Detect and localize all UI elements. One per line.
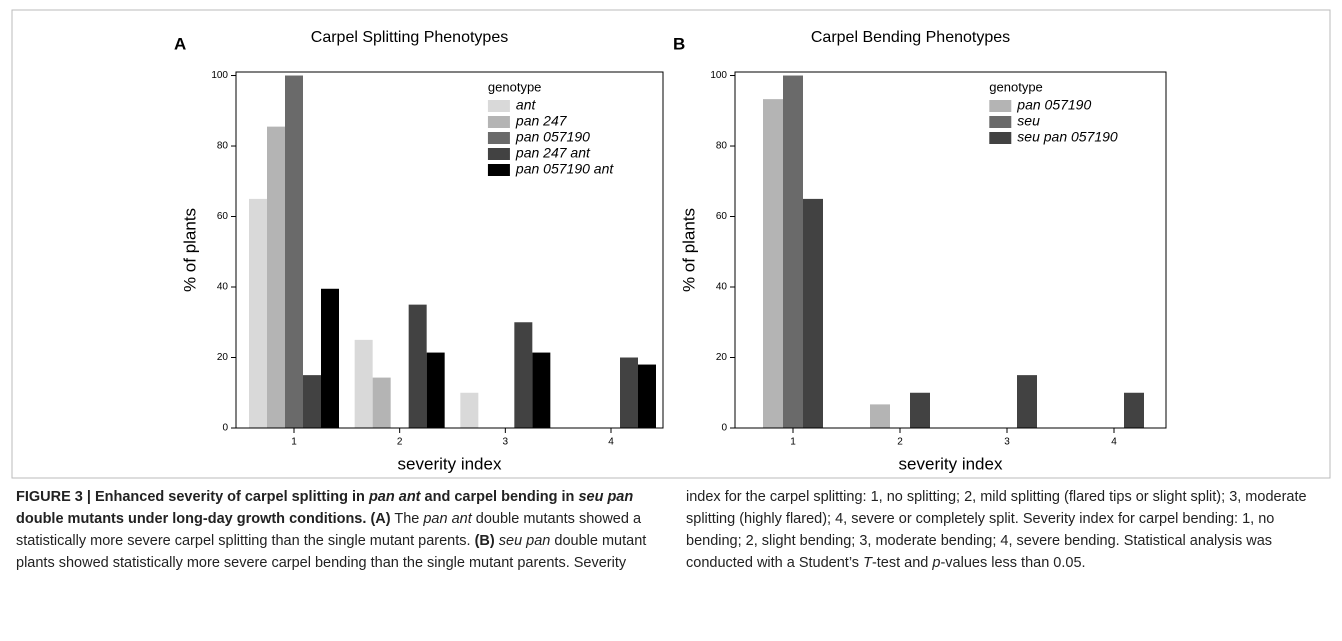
bar [638,364,656,428]
panel-label: B [673,34,685,53]
legend-swatch [487,164,510,176]
bar [514,322,533,428]
caption-run: double mutants under long-day growth con… [16,511,367,527]
legend-swatch [989,116,1012,128]
y-tick-label: 0 [222,423,228,434]
caption: FIGURE 3 | Enhanced severity of carpel s… [16,486,1328,574]
x-axis-label: severity index [899,454,1003,473]
legend-label: pan 057190 ant [515,161,614,177]
panel-label: A [174,34,186,53]
y-tick-label: 60 [716,211,728,222]
bar [372,377,391,428]
caption-run: -values less than 0.05. [940,555,1086,571]
chart-title: Carpel Splitting Phenotypes [311,29,508,46]
legend-swatch [989,100,1012,112]
x-axis-label: severity index [398,454,502,473]
legend-label: seu pan 057190 [1017,129,1118,145]
caption-run: -test and [871,555,933,571]
y-tick-label: 100 [211,70,228,81]
legend-label: pan 057190 [1016,97,1091,113]
y-tick-label: 80 [217,141,229,152]
legend-label: pan 247 [515,113,568,129]
legend-label: pan 057190 [515,129,590,145]
bar [1017,375,1037,428]
caption-run: double mutants showed a statistically mo… [16,511,642,549]
caption-run: (B) [474,533,495,549]
legend-swatch [989,132,1012,144]
bar [267,126,285,428]
bar [763,99,783,428]
plot-frame [734,71,1167,429]
x-tick-label: 3 [503,437,509,448]
legend-title: genotype [989,79,1043,94]
bar [532,352,551,428]
bar [321,288,339,428]
legend-title: genotype [488,79,542,94]
caption-run: (A) [370,511,391,527]
bar [870,404,890,428]
y-tick-label: 40 [217,282,229,293]
figure-frame [11,9,1331,479]
bar [303,375,321,428]
legend-swatch [487,116,510,128]
caption-run: and carpel bending in [420,489,579,505]
bar [783,75,803,428]
y-tick-label: 40 [716,282,728,293]
x-tick-label: 2 [897,437,903,448]
bar [285,75,303,428]
bar [426,352,445,428]
legend-label: seu [1017,113,1040,129]
bar [249,198,267,428]
y-tick-label: 100 [710,70,727,81]
legend-swatch [487,132,510,144]
bar [910,392,930,428]
caption-run: seu pan [498,533,551,549]
bar [620,357,638,428]
y-tick-label: 20 [716,352,728,363]
y-axis-label: % of plants [679,208,698,292]
y-axis-label: % of plants [180,208,199,292]
caption-run: T [863,555,872,571]
x-tick-label: 2 [397,437,403,448]
x-tick-label: 4 [608,437,614,448]
caption-run: The [390,511,424,527]
caption-run: pan ant [423,511,472,527]
legend-label: ant [516,97,537,113]
bar [408,304,427,428]
caption-run: seu pan [578,489,634,505]
bar [354,339,373,428]
caption-run: double mutant plants showed statisticall… [16,489,1307,571]
x-tick-label: 1 [291,437,297,448]
y-tick-label: 80 [716,141,728,152]
caption-run: p [932,555,941,571]
caption-run: FIGURE 3 | Enhanced severity of carpel s… [16,489,369,505]
y-tick-label: 0 [721,423,727,434]
chart-title: Carpel Bending Phenotypes [811,29,1010,46]
bar [460,392,479,428]
bar [1124,392,1144,428]
x-tick-label: 1 [790,437,796,448]
y-tick-label: 20 [217,352,229,363]
x-tick-label: 3 [1004,437,1010,448]
bar [803,198,823,428]
legend-label: pan 247 ant [515,145,591,161]
x-tick-label: 4 [1111,437,1117,448]
legend-swatch [487,100,510,112]
legend-swatch [487,148,510,160]
plot-frame [235,71,664,429]
y-tick-label: 60 [217,211,229,222]
caption-run: pan ant [368,489,421,505]
